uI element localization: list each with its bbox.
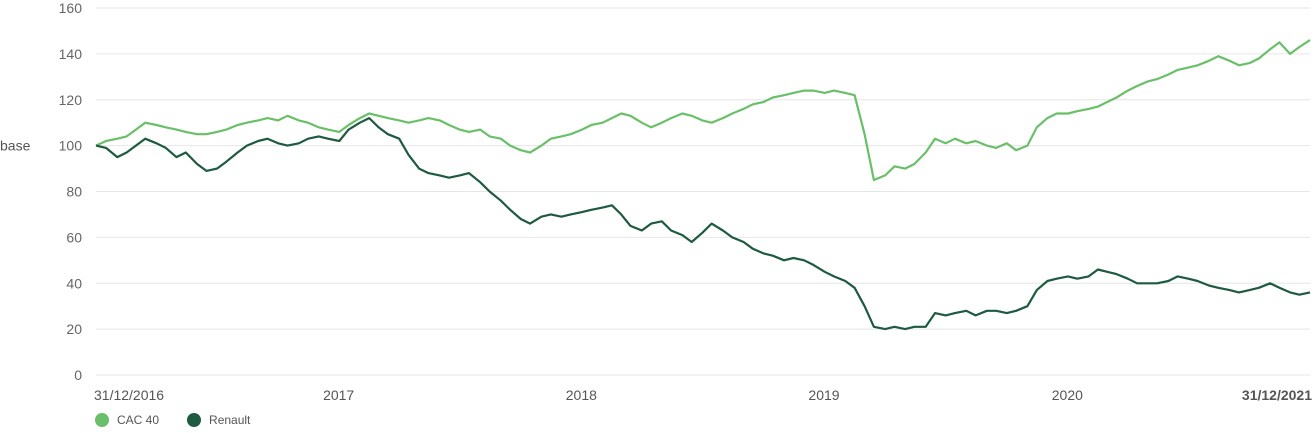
y-tick-label: 100 [59, 138, 83, 154]
y-tick-label: 20 [66, 321, 82, 337]
series-line-renault [95, 117, 1311, 331]
legend: CAC 40 Renault [95, 413, 250, 427]
series-lines [95, 39, 1311, 331]
y-tick-label: 140 [59, 46, 83, 62]
y-tick-label: 60 [66, 229, 82, 245]
y-tick-label: 0 [74, 367, 82, 383]
grid-lines [96, 7, 1310, 376]
y-tick-label: 120 [59, 92, 83, 108]
x-tick-label: 31/12/2016 [94, 387, 164, 403]
legend-item-cac40[interactable]: CAC 40 [95, 413, 159, 427]
x-tick-label: 2020 [1052, 387, 1083, 403]
legend-item-renault[interactable]: Renault [187, 413, 250, 427]
legend-swatch-cac40 [95, 413, 109, 427]
legend-label-cac40: CAC 40 [117, 413, 160, 427]
x-tick-label: 2019 [808, 387, 839, 403]
y-tick-label: 160 [59, 0, 83, 16]
x-axis-ticks: 31/12/2016 2017 2018 2019 2020 31/12/2021 [94, 387, 1312, 403]
y-axis-label: base [0, 138, 31, 154]
legend-swatch-renault [187, 413, 202, 427]
series-line-cac-40 [95, 39, 1311, 182]
y-axis-ticks: 0 20 40 60 80 100 120 140 160 [59, 0, 83, 383]
y-tick-label: 80 [66, 184, 82, 200]
x-tick-label: 2017 [323, 387, 354, 403]
legend-label-renault: Renault [209, 413, 251, 427]
x-tick-label: 2018 [566, 387, 597, 403]
x-tick-label: 31/12/2021 [1242, 387, 1312, 403]
y-tick-label: 40 [66, 275, 82, 291]
